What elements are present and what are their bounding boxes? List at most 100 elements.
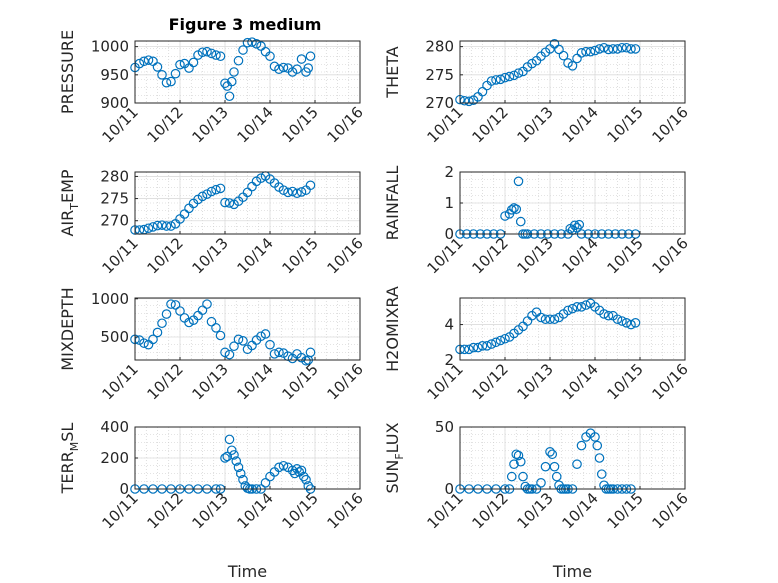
data-point <box>590 45 600 56</box>
data-point <box>301 474 311 485</box>
data-point <box>226 76 237 87</box>
data-point <box>594 453 605 463</box>
x-tick-label: 10/14 <box>559 103 602 146</box>
data-point <box>486 76 497 86</box>
data-point <box>233 55 244 66</box>
y-tick-label: 1000 <box>91 38 129 56</box>
data-point <box>608 44 618 54</box>
axes-frame <box>459 297 686 361</box>
data-point <box>247 37 257 47</box>
x-tick-label: 10/14 <box>234 360 277 403</box>
x-tick-label: 10/15 <box>279 489 322 532</box>
data-point <box>511 449 522 460</box>
data-point <box>224 198 235 208</box>
data-point <box>278 62 289 73</box>
data-point <box>511 204 522 214</box>
data-point <box>536 477 546 488</box>
data-point <box>603 310 614 321</box>
data-point <box>215 51 226 62</box>
data-point <box>464 344 474 355</box>
data-point <box>139 56 149 67</box>
data-point <box>500 333 510 344</box>
data-point <box>161 221 172 231</box>
data-point <box>260 477 271 488</box>
data-point <box>265 339 275 350</box>
data-point <box>152 327 163 338</box>
y-tick-label: 50 <box>435 418 454 436</box>
y-tick-label: 275 <box>425 66 454 84</box>
data-point <box>495 335 506 346</box>
data-point <box>482 341 492 351</box>
data-point <box>206 186 217 197</box>
data-point <box>148 334 158 345</box>
data-point <box>215 183 226 194</box>
data-point <box>292 64 302 74</box>
y-tick-label: 2 <box>444 163 454 181</box>
x-tick-label: 10/15 <box>279 103 322 146</box>
data-point <box>206 48 217 59</box>
x-tick-label: 10/15 <box>604 360 647 403</box>
data-point <box>585 46 596 57</box>
data-point <box>536 312 546 323</box>
x-axis-label: Time <box>227 562 267 581</box>
data-point <box>473 342 483 353</box>
data-point <box>197 47 208 58</box>
data-point <box>161 77 172 88</box>
data-point <box>617 42 627 53</box>
data-point <box>197 191 208 202</box>
data-point <box>630 317 641 328</box>
data-point <box>551 471 562 482</box>
data-point <box>211 184 221 195</box>
data-point <box>464 96 474 107</box>
y-tick-label: 1 <box>444 194 454 212</box>
data-point <box>238 474 248 485</box>
data-point <box>549 461 560 472</box>
data-point <box>590 432 600 442</box>
y-tick-label: 950 <box>100 66 129 84</box>
x-tick-label: 10/13 <box>189 489 232 532</box>
y-tick-label: 500 <box>100 328 129 346</box>
data-point <box>574 219 585 230</box>
data-point <box>581 46 591 57</box>
data-point <box>283 187 293 198</box>
data-point <box>206 316 217 327</box>
data-point <box>545 314 555 325</box>
x-tick-label: 10/15 <box>279 234 322 277</box>
data-point <box>626 44 636 54</box>
y-tick-label: 200 <box>100 449 129 467</box>
y-tick-label: 4 <box>444 316 454 334</box>
data-point <box>491 337 501 348</box>
data-point <box>509 459 519 469</box>
y-tick-label: 400 <box>100 418 129 436</box>
x-tick-label: 10/16 <box>649 360 692 403</box>
x-tick-label: 10/14 <box>559 489 602 532</box>
data-point <box>278 185 289 195</box>
y-axis-label: H2OMIXRA <box>383 286 402 372</box>
data-point <box>157 220 167 230</box>
data-point <box>224 91 235 102</box>
x-tick-label: 10/16 <box>649 234 692 277</box>
data-point <box>175 306 185 316</box>
x-tick-label: 10/12 <box>144 103 187 146</box>
y-tick-label: 1000 <box>91 290 129 308</box>
x-tick-label: 10/15 <box>604 103 647 146</box>
data-point <box>235 468 246 479</box>
data-point <box>211 50 221 60</box>
data-point <box>612 314 623 325</box>
axes-frame <box>134 40 361 104</box>
x-tick-label: 10/16 <box>324 360 367 403</box>
data-point <box>549 314 560 325</box>
x-tick-label: 10/14 <box>234 489 277 532</box>
data-point <box>576 440 587 451</box>
x-tick-label: 10/13 <box>514 360 557 403</box>
data-point <box>152 62 163 72</box>
data-point <box>224 434 235 445</box>
x-tick-label: 10/13 <box>514 489 557 532</box>
data-point <box>506 205 517 215</box>
data-point <box>599 42 609 53</box>
